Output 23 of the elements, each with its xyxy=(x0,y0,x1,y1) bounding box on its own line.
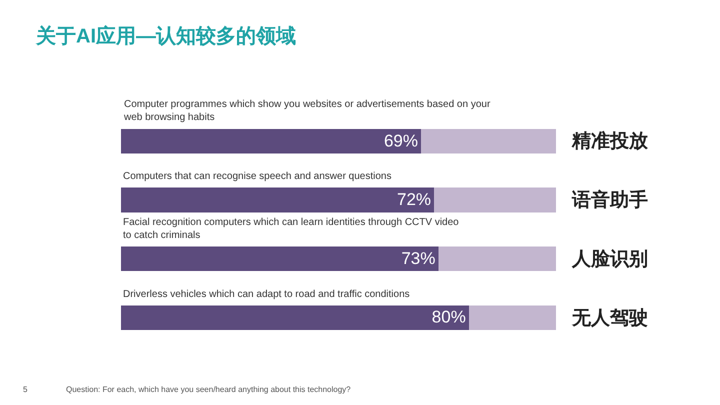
bar xyxy=(121,305,469,330)
bar xyxy=(434,188,556,212)
bar xyxy=(121,188,434,212)
chart-title: 关于AI应用—认知较多的领域 xyxy=(35,24,296,48)
text: 人脸识别 xyxy=(571,248,648,270)
data-label: 73% xyxy=(401,248,436,268)
text: 5 xyxy=(23,385,28,394)
y-tick-label: Driverless vehicles which can adapt to road and traffic conditions xyxy=(123,289,410,300)
bar xyxy=(121,128,422,154)
y-tick-label: Computer programmes which show you websites or advertisements based on your web browsing habits xyxy=(123,99,491,123)
text: 精准投放 xyxy=(571,130,649,152)
bar xyxy=(469,305,556,330)
bar xyxy=(121,246,439,272)
y-tick-label: Computers that can recognise speech and answer questions xyxy=(123,171,392,182)
y-tick-label: Facial recognition computers which can learn identities through CCTV video to catch criminals xyxy=(123,217,460,241)
data-label: 80% xyxy=(432,308,466,327)
text: Question: For each, which have you seen/heard anything about this technology? xyxy=(66,385,352,394)
data-label: 69% xyxy=(384,131,418,150)
text: 语音助手 xyxy=(571,189,648,211)
text: 无人驾驶 xyxy=(571,307,648,329)
bar xyxy=(438,246,556,272)
bar xyxy=(421,128,556,154)
data-label: 72% xyxy=(396,190,432,210)
